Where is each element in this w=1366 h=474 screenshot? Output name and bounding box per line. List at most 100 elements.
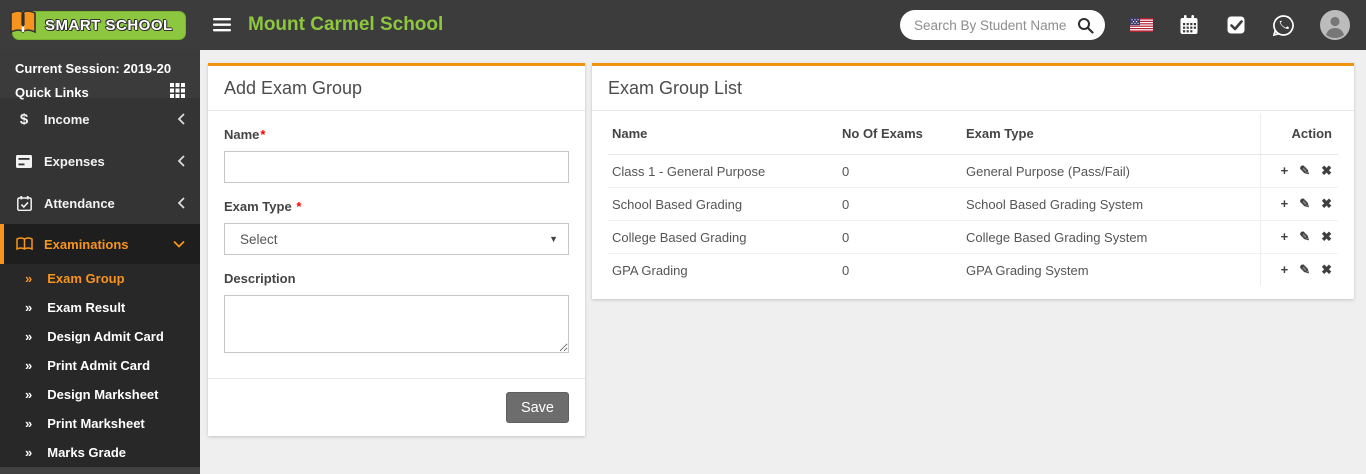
column-header-action: Action: [1259, 113, 1338, 155]
chat-whatsapp-icon[interactable]: [1272, 14, 1295, 37]
table-row: Class 1 - General Purpose 0 General Purp…: [608, 154, 1338, 188]
caret-down-icon: ▼: [549, 234, 558, 244]
tasks-checkbox-icon[interactable]: [1225, 14, 1247, 36]
double-arrow-icon: »: [25, 358, 33, 373]
student-search-box[interactable]: [900, 10, 1105, 40]
submenu-item-label: Marks Grade: [47, 445, 126, 460]
card-footer: Save: [208, 378, 585, 436]
table-header-row: Name No Of Exams Exam Type Action: [608, 113, 1338, 155]
column-header-exam-type: Exam Type: [962, 113, 1260, 155]
billing-icon: [15, 154, 33, 168]
submenu-item-marks-grade[interactable]: » Marks Grade: [0, 438, 200, 467]
name-label: Name*: [224, 127, 266, 142]
delete-x-icon[interactable]: ✖: [1321, 229, 1332, 244]
page-title-school-name: Mount Carmel School: [248, 14, 444, 35]
add-icon[interactable]: +: [1280, 262, 1289, 277]
hamburger-menu-icon[interactable]: [213, 18, 231, 32]
cell-no-exams: 0: [838, 154, 962, 188]
submenu-item-label: Exam Group: [47, 271, 125, 286]
edit-pencil-icon[interactable]: ✎: [1299, 262, 1311, 277]
quick-links[interactable]: Quick Links: [15, 83, 185, 101]
delete-x-icon[interactable]: ✖: [1321, 262, 1332, 277]
column-header-name: Name: [608, 113, 838, 155]
card-header: Exam Group List: [592, 66, 1354, 111]
sidebar-item-examinations[interactable]: Examinations: [0, 224, 200, 264]
cell-exam-type: GPA Grading System: [966, 262, 1089, 278]
examinations-submenu: » Exam Group » Exam Result » Design Admi…: [0, 264, 200, 467]
top-header: SMART SCHOOL Mount Carmel School: [0, 0, 1366, 50]
description-textarea[interactable]: [224, 295, 569, 353]
calendar-icon[interactable]: [1178, 14, 1200, 36]
required-asterisk: *: [260, 127, 266, 142]
submenu-item-design-admit-card[interactable]: » Design Admit Card: [0, 322, 200, 351]
exam-group-table: Name No Of Exams Exam Type Action Class …: [608, 113, 1338, 286]
cell-no-exams: 0: [842, 262, 850, 278]
user-avatar[interactable]: [1320, 10, 1350, 40]
add-exam-group-card: Add Exam Group Name* Exam Type * Select …: [208, 63, 585, 436]
header-actions: [900, 10, 1366, 40]
main-content: Add Exam Group Name* Exam Type * Select …: [200, 50, 1366, 474]
dollar-icon: $: [19, 110, 29, 128]
double-arrow-icon: »: [25, 387, 33, 402]
book-pen-logo-icon: [8, 9, 38, 42]
submenu-item-exam-group[interactable]: » Exam Group: [0, 264, 200, 293]
edit-pencil-icon[interactable]: ✎: [1299, 163, 1311, 178]
cell-name: College Based Grading: [608, 220, 838, 254]
cell-exam-type: College Based Grading System: [962, 220, 1260, 254]
sidebar-item-label: Examinations: [44, 236, 129, 252]
cell-no-exams: 0: [838, 220, 962, 254]
submenu-item-label: Print Admit Card: [47, 358, 151, 373]
add-exam-group-form: Name* Exam Type * Select ▼ Description: [208, 111, 585, 378]
card-title: Exam Group List: [608, 78, 743, 98]
sidebar-item-expenses[interactable]: Expenses: [0, 140, 200, 182]
submenu-item-exam-result[interactable]: » Exam Result: [0, 293, 200, 322]
submenu-item-label: Design Marksheet: [47, 387, 159, 402]
selected-option: Select: [240, 231, 278, 247]
session-block: Current Session: 2019-20 Quick Links: [0, 50, 200, 101]
submenu-item-design-marksheet[interactable]: » Design Marksheet: [0, 380, 200, 409]
grid-icon[interactable]: [170, 83, 185, 101]
chevron-left-icon: [177, 197, 185, 209]
search-icon[interactable]: [1077, 17, 1094, 34]
sidebar-item-income[interactable]: $ Income: [0, 98, 200, 140]
open-book-icon: [15, 237, 33, 251]
table-row: College Based Grading 0 College Based Gr…: [608, 220, 1338, 254]
edit-pencil-icon[interactable]: ✎: [1299, 196, 1311, 211]
card-header: Add Exam Group: [208, 66, 585, 111]
add-icon[interactable]: +: [1280, 163, 1289, 178]
exam-group-name-input[interactable]: [224, 151, 569, 183]
required-asterisk: *: [296, 199, 302, 214]
logo-area[interactable]: SMART SCHOOL: [0, 0, 200, 50]
cell-exam-type: School Based Grading System: [962, 187, 1260, 221]
submenu-item-print-marksheet[interactable]: » Print Marksheet: [0, 409, 200, 438]
cell-name: Class 1 - General Purpose: [608, 154, 838, 188]
double-arrow-icon: »: [25, 300, 33, 315]
edit-pencil-icon[interactable]: ✎: [1299, 229, 1311, 244]
submenu-item-print-admit-card[interactable]: » Print Admit Card: [0, 351, 200, 380]
chevron-left-icon: [177, 155, 185, 167]
save-button[interactable]: Save: [505, 392, 569, 423]
column-header-no-of-exams: No Of Exams: [838, 113, 962, 155]
cell-name: School Based Grading: [608, 187, 838, 221]
sidebar-item-label: Expenses: [44, 153, 105, 169]
delete-x-icon[interactable]: ✖: [1321, 163, 1332, 178]
add-icon[interactable]: +: [1280, 196, 1289, 211]
calendar-check-icon: [15, 195, 33, 211]
cell-no-exams: 0: [838, 187, 962, 221]
add-icon[interactable]: +: [1280, 229, 1289, 244]
exam-type-select[interactable]: Select ▼: [224, 223, 569, 255]
language-flag-icon[interactable]: [1130, 18, 1153, 32]
sidebar: Current Session: 2019-20 Quick Links $ I…: [0, 50, 200, 474]
exam-type-label: Exam Type *: [224, 199, 302, 214]
search-input[interactable]: [914, 17, 1077, 33]
logo-text: SMART SCHOOL: [12, 10, 186, 40]
submenu-item-label: Exam Result: [47, 300, 126, 315]
sidebar-item-label: Attendance: [44, 195, 115, 211]
current-session-label: Current Session: 2019-20: [15, 61, 172, 76]
delete-x-icon[interactable]: ✖: [1321, 196, 1332, 211]
sidebar-item-attendance[interactable]: Attendance: [0, 182, 200, 224]
double-arrow-icon: »: [25, 271, 33, 286]
smart-school-logo: SMART SCHOOL: [8, 9, 186, 42]
table-row: GPA Grading 0 GPA Grading System + ✎ ✖: [608, 253, 1338, 286]
double-arrow-icon: »: [25, 445, 33, 460]
